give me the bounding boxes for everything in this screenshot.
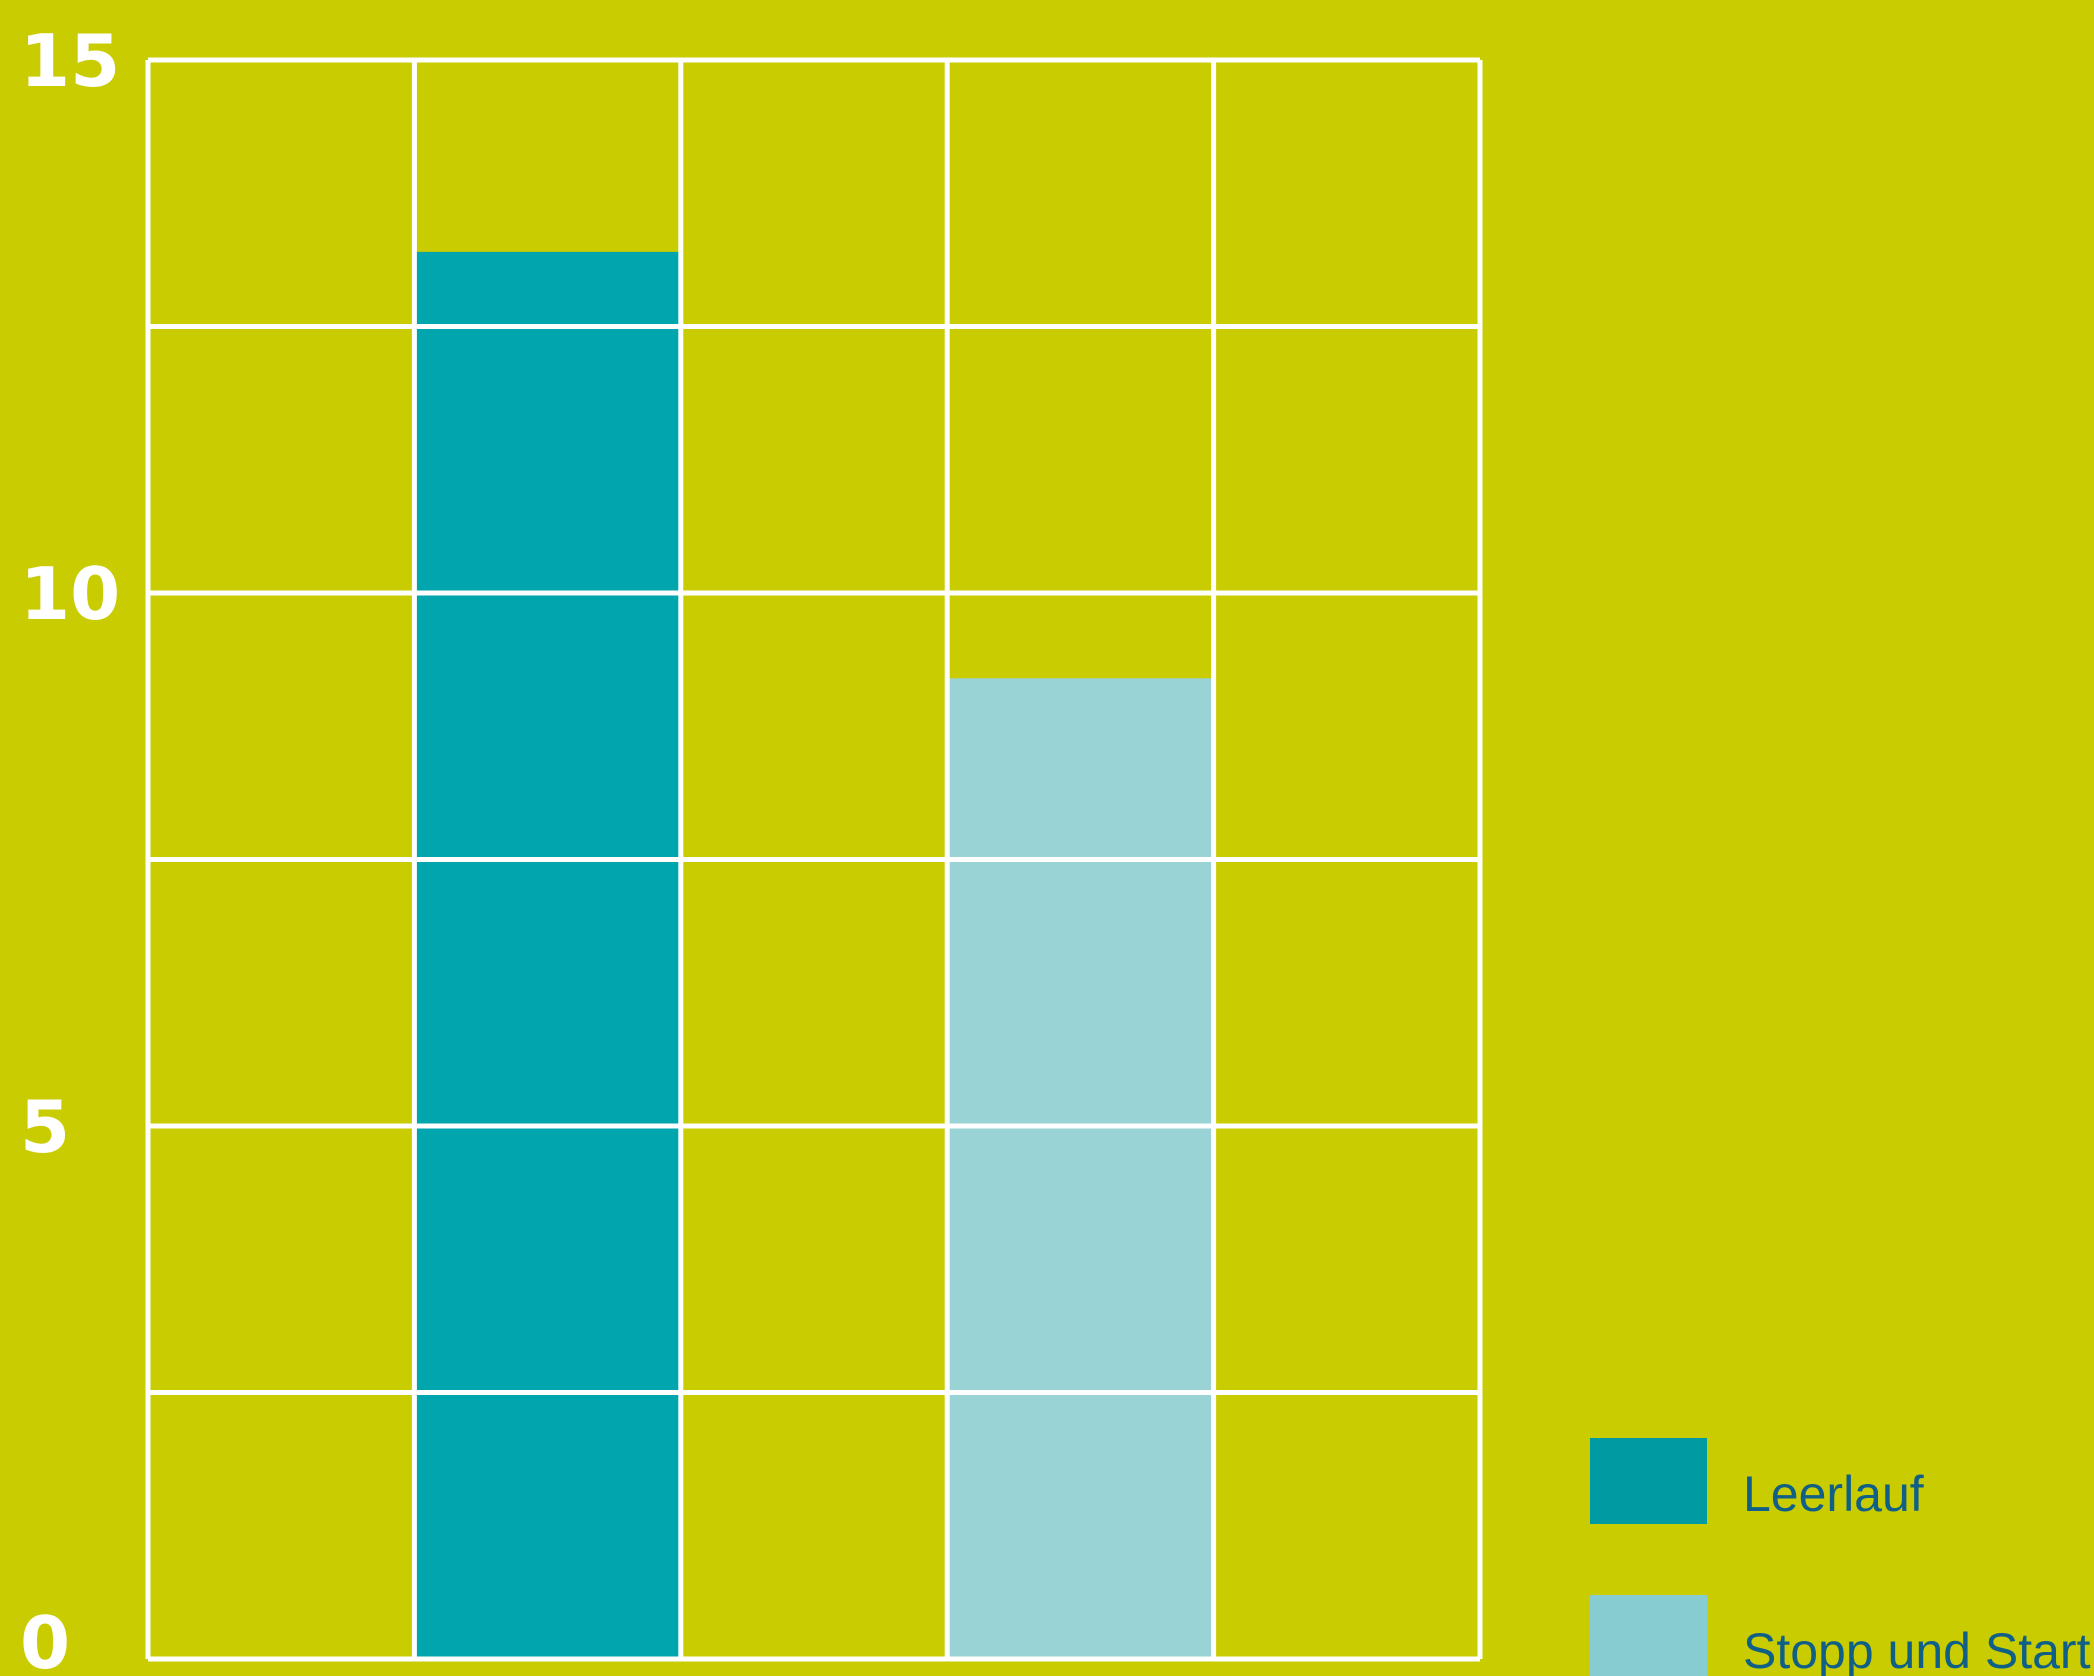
legend: Leerlauf Stopp und Start [1590, 1438, 2091, 1676]
y-tick-label: 0 [20, 1601, 70, 1676]
bars-layer [414, 251, 1214, 1659]
y-tick-label: 15 [20, 19, 120, 103]
legend-swatch-2 [1590, 1595, 1707, 1676]
y-tick-label: 10 [20, 552, 120, 636]
legend-swatch-1 [1590, 1438, 1707, 1524]
bar-2-4 [947, 678, 1214, 1659]
y-tick-label: 5 [20, 1085, 70, 1169]
legend-label-2: Stopp und Start [1743, 1623, 2091, 1676]
bar-1-2 [414, 251, 681, 1659]
grid-layer [145, 57, 1483, 1662]
legend-label-1: Leerlauf [1743, 1466, 1924, 1522]
y-axis-ticks: 0 5 10 15 [20, 19, 120, 1676]
